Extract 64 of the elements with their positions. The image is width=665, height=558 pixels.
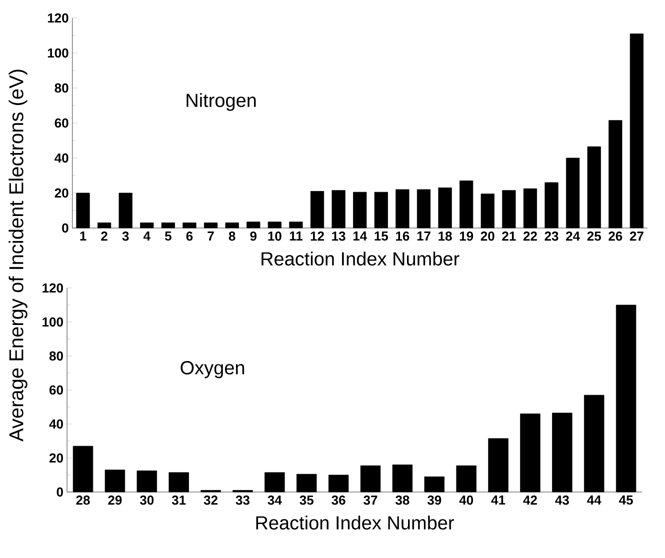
x-tick-label: 19 bbox=[460, 232, 474, 241]
x-tick-label: 4 bbox=[143, 232, 150, 240]
x-tick-label: 42 bbox=[523, 496, 537, 505]
x-tick-label: 13 bbox=[332, 232, 346, 241]
x-tick-label: 7 bbox=[208, 232, 214, 240]
x-tick-label: 15 bbox=[374, 232, 388, 241]
x-tick-label: 1 bbox=[80, 232, 86, 240]
annotation: Oxygen bbox=[180, 360, 244, 378]
x-tick-label: 33 bbox=[236, 496, 250, 505]
y-tick-label: 40 bbox=[49, 419, 63, 429]
x-tick-label: 39 bbox=[427, 496, 442, 505]
x-tick-label: 38 bbox=[396, 496, 410, 505]
x-tick-label: 25 bbox=[587, 232, 601, 241]
x-tick-label: 21 bbox=[502, 232, 516, 241]
x-tick-label: 22 bbox=[523, 232, 537, 241]
x-tick-label: 9 bbox=[250, 232, 256, 241]
y-tick-label: 0 bbox=[56, 487, 63, 497]
x-tick-label: 12 bbox=[310, 232, 324, 241]
x-tick-label: 10 bbox=[268, 232, 282, 241]
x-tick-label: 41 bbox=[491, 496, 506, 504]
x-tick-label: 45 bbox=[619, 496, 633, 505]
x-tick-label: 14 bbox=[353, 232, 368, 240]
x-tick-label: 5 bbox=[164, 232, 172, 241]
y-axis-title: Average Energy of Incident Electrons (eV) bbox=[8, 70, 28, 442]
x-tick-label: 26 bbox=[608, 232, 622, 241]
y-tick-label: 100 bbox=[48, 48, 68, 58]
x-tick-label: 28 bbox=[76, 496, 90, 505]
y-tick-label: 80 bbox=[49, 351, 63, 361]
x-tick-label: 11 bbox=[290, 232, 302, 240]
x-tick-label: 6 bbox=[186, 232, 193, 241]
x-tick-label: 31 bbox=[172, 496, 186, 505]
x-tick-label: 3 bbox=[122, 232, 129, 241]
x-tick-label: 30 bbox=[140, 496, 154, 505]
x-tick-label: 20 bbox=[480, 232, 494, 241]
y-tick-label: 40 bbox=[54, 153, 68, 163]
x-tick-label: 18 bbox=[438, 232, 452, 241]
y-tick-label: 120 bbox=[42, 283, 63, 293]
y-tick-label: 100 bbox=[42, 317, 63, 327]
y-tick-label: 20 bbox=[49, 453, 63, 463]
x-axis-title: Reaction Index Number bbox=[262, 252, 460, 266]
x-tick-label: 17 bbox=[417, 232, 430, 240]
x-tick-label: 32 bbox=[204, 496, 218, 505]
x-tick-label: 29 bbox=[108, 496, 122, 505]
x-tick-label: 40 bbox=[459, 496, 474, 505]
y-tick-label: 120 bbox=[48, 13, 68, 23]
annotation: Nitrogen bbox=[186, 93, 256, 111]
y-tick-label: 60 bbox=[50, 385, 63, 395]
x-tick-label: 16 bbox=[396, 232, 410, 241]
x-tick-label: 8 bbox=[228, 232, 236, 241]
x-tick-label: 37 bbox=[364, 496, 378, 505]
x-tick-label: 44 bbox=[587, 496, 602, 504]
x-tick-label: 2 bbox=[101, 232, 108, 241]
x-tick-label: 27 bbox=[630, 232, 644, 241]
y-tick-label: 80 bbox=[54, 83, 68, 93]
x-tick-label: 24 bbox=[566, 232, 580, 241]
x-tick-label: 35 bbox=[300, 496, 314, 505]
y-tick-label: 60 bbox=[54, 118, 68, 128]
x-tick-label: 43 bbox=[555, 496, 569, 505]
x-axis-title: Reaction Index Number bbox=[256, 516, 454, 530]
y-tick-label: 0 bbox=[62, 223, 68, 233]
x-tick-label: 36 bbox=[332, 496, 346, 505]
y-tick-label: 20 bbox=[54, 188, 68, 198]
x-tick-label: 34 bbox=[268, 496, 282, 505]
x-tick-label: 23 bbox=[544, 232, 558, 241]
